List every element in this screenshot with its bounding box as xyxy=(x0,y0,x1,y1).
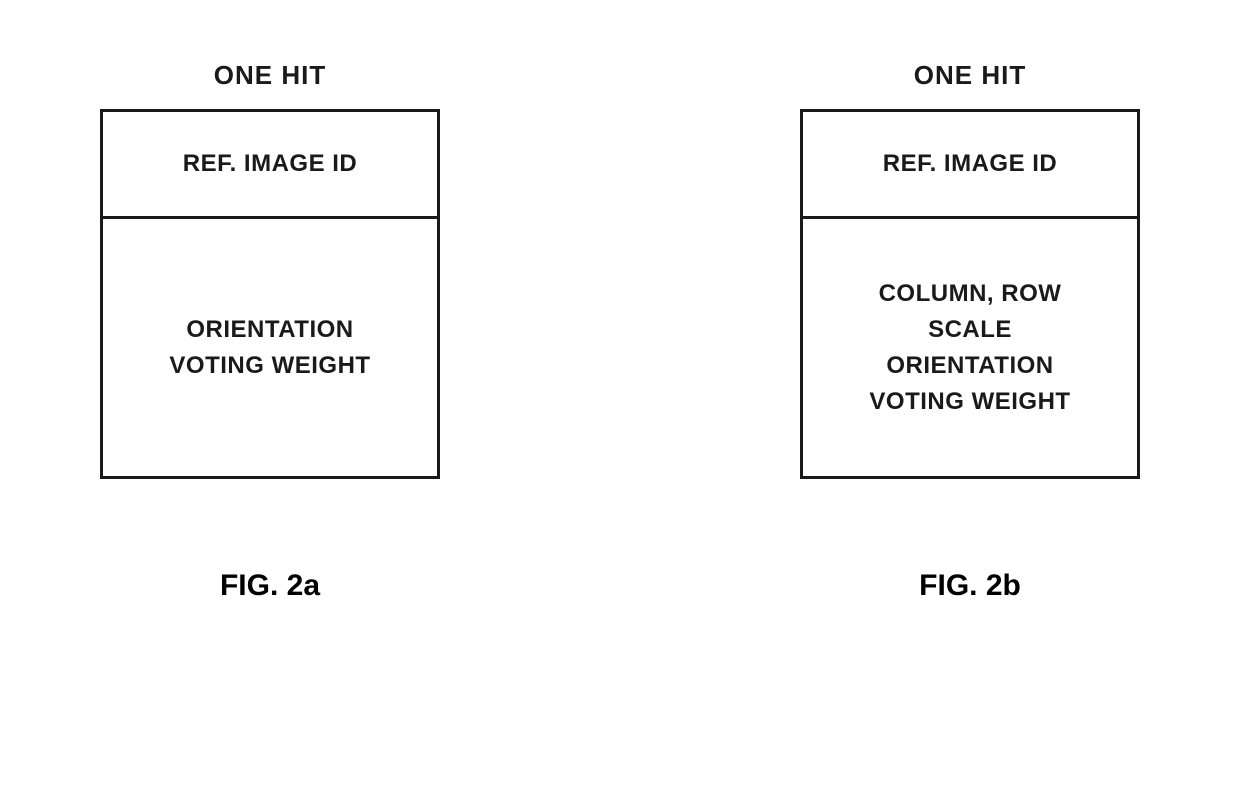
bottom-cell-2a: ORIENTATION VOTING WEIGHT xyxy=(100,219,440,479)
cell-line: ORIENTATION xyxy=(186,312,353,348)
figure-2a: ONE HIT REF. IMAGE ID ORIENTATION VOTING… xyxy=(100,60,440,603)
figure-caption-2a: FIG. 2a xyxy=(220,569,320,603)
figure-2b: ONE HIT REF. IMAGE ID COLUMN, ROW SCALE … xyxy=(800,60,1140,603)
box-stack-2a: REF. IMAGE ID ORIENTATION VOTING WEIGHT xyxy=(100,109,440,479)
header-label-2b: ONE HIT xyxy=(914,60,1026,91)
bottom-cell-2b: COLUMN, ROW SCALE ORIENTATION VOTING WEI… xyxy=(800,219,1140,479)
header-label-2a: ONE HIT xyxy=(214,60,326,91)
top-cell-2b: REF. IMAGE ID xyxy=(800,109,1140,219)
cell-line: REF. IMAGE ID xyxy=(883,146,1058,182)
cell-line: REF. IMAGE ID xyxy=(183,146,358,182)
cell-line: SCALE xyxy=(928,312,1012,348)
figure-caption-2b: FIG. 2b xyxy=(919,569,1021,603)
cell-line: ORIENTATION xyxy=(886,348,1053,384)
box-stack-2b: REF. IMAGE ID COLUMN, ROW SCALE ORIENTAT… xyxy=(800,109,1140,479)
cell-line: VOTING WEIGHT xyxy=(169,348,370,384)
diagram-container: ONE HIT REF. IMAGE ID ORIENTATION VOTING… xyxy=(0,0,1240,603)
cell-line: VOTING WEIGHT xyxy=(869,384,1070,420)
cell-line: COLUMN, ROW xyxy=(879,276,1062,312)
top-cell-2a: REF. IMAGE ID xyxy=(100,109,440,219)
